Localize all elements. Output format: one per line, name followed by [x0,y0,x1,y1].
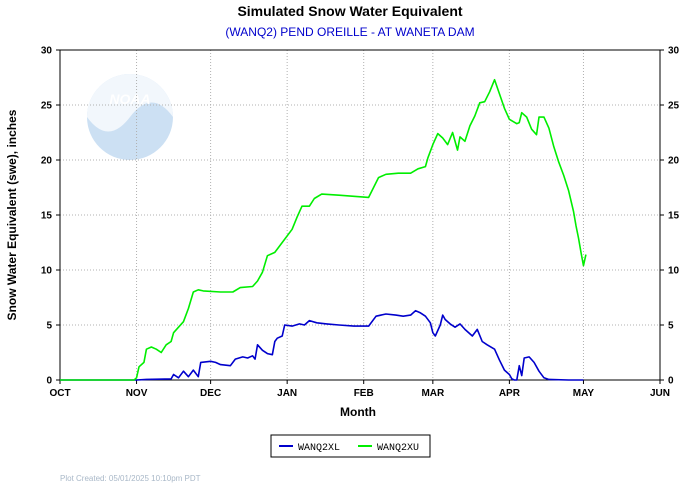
noaa-logo: NOAA [87,74,173,160]
grid [60,50,660,380]
y-tick-label-left: 25 [41,101,53,112]
y-axis-left: 0 5 10 15 20 25 30 [41,46,60,387]
series-line-wanq2xl [60,309,584,381]
chart-title: Simulated Snow Water Equivalent [237,3,462,19]
chart-subtitle: (WANQ2) PEND OREILLE - AT WANETA DAM [225,25,474,39]
y-axis-right: 0 5 10 15 20 25 30 [660,46,680,387]
svg-text:NOAA: NOAA [109,91,150,107]
y-tick-label-right: 10 [668,266,680,277]
y-tick-label-right: 30 [668,46,680,57]
x-tick-label: OCT [49,388,70,399]
legend: WANQ2XL WANQ2XU [270,434,431,458]
legend-label-wanq2xu: WANQ2XU [377,443,419,454]
x-axis-label: Month [340,405,376,419]
x-tick-label: FEB [354,388,374,399]
y-tick-label-right: 25 [668,101,680,112]
x-axis: OCT NOV DEC JAN FEB MAR APR MAY JUN [49,380,670,399]
y-tick-label-left: 0 [46,376,52,387]
x-tick-label: MAR [421,388,445,399]
x-tick-label: APR [499,388,521,399]
y-tick-label-right: 5 [668,321,674,332]
y-tick-label-left: 5 [46,321,52,332]
y-axis-label: Snow Water Equivalent (swe), inches [5,109,19,320]
x-tick-label: JUN [650,388,670,399]
x-tick-label: DEC [200,388,221,399]
y-tick-label-right: 15 [668,211,680,222]
y-tick-label-left: 15 [41,211,53,222]
y-tick-label-right: 0 [668,376,674,387]
x-tick-label: NOV [126,388,148,399]
series-line-wanq2xu [60,78,587,381]
x-tick-label: MAY [573,388,595,399]
y-tick-label-left: 20 [41,156,53,167]
plot-created-note: Plot Created: 05/01/2025 10:10pm PDT [60,474,201,483]
x-tick-label: JAN [277,388,297,399]
y-tick-label-left: 10 [41,266,53,277]
legend-label-wanq2xl: WANQ2XL [298,443,340,454]
legend-box [270,434,431,458]
series-layer [60,78,587,381]
y-tick-label-left: 30 [41,46,53,57]
y-tick-label-right: 20 [668,156,680,167]
